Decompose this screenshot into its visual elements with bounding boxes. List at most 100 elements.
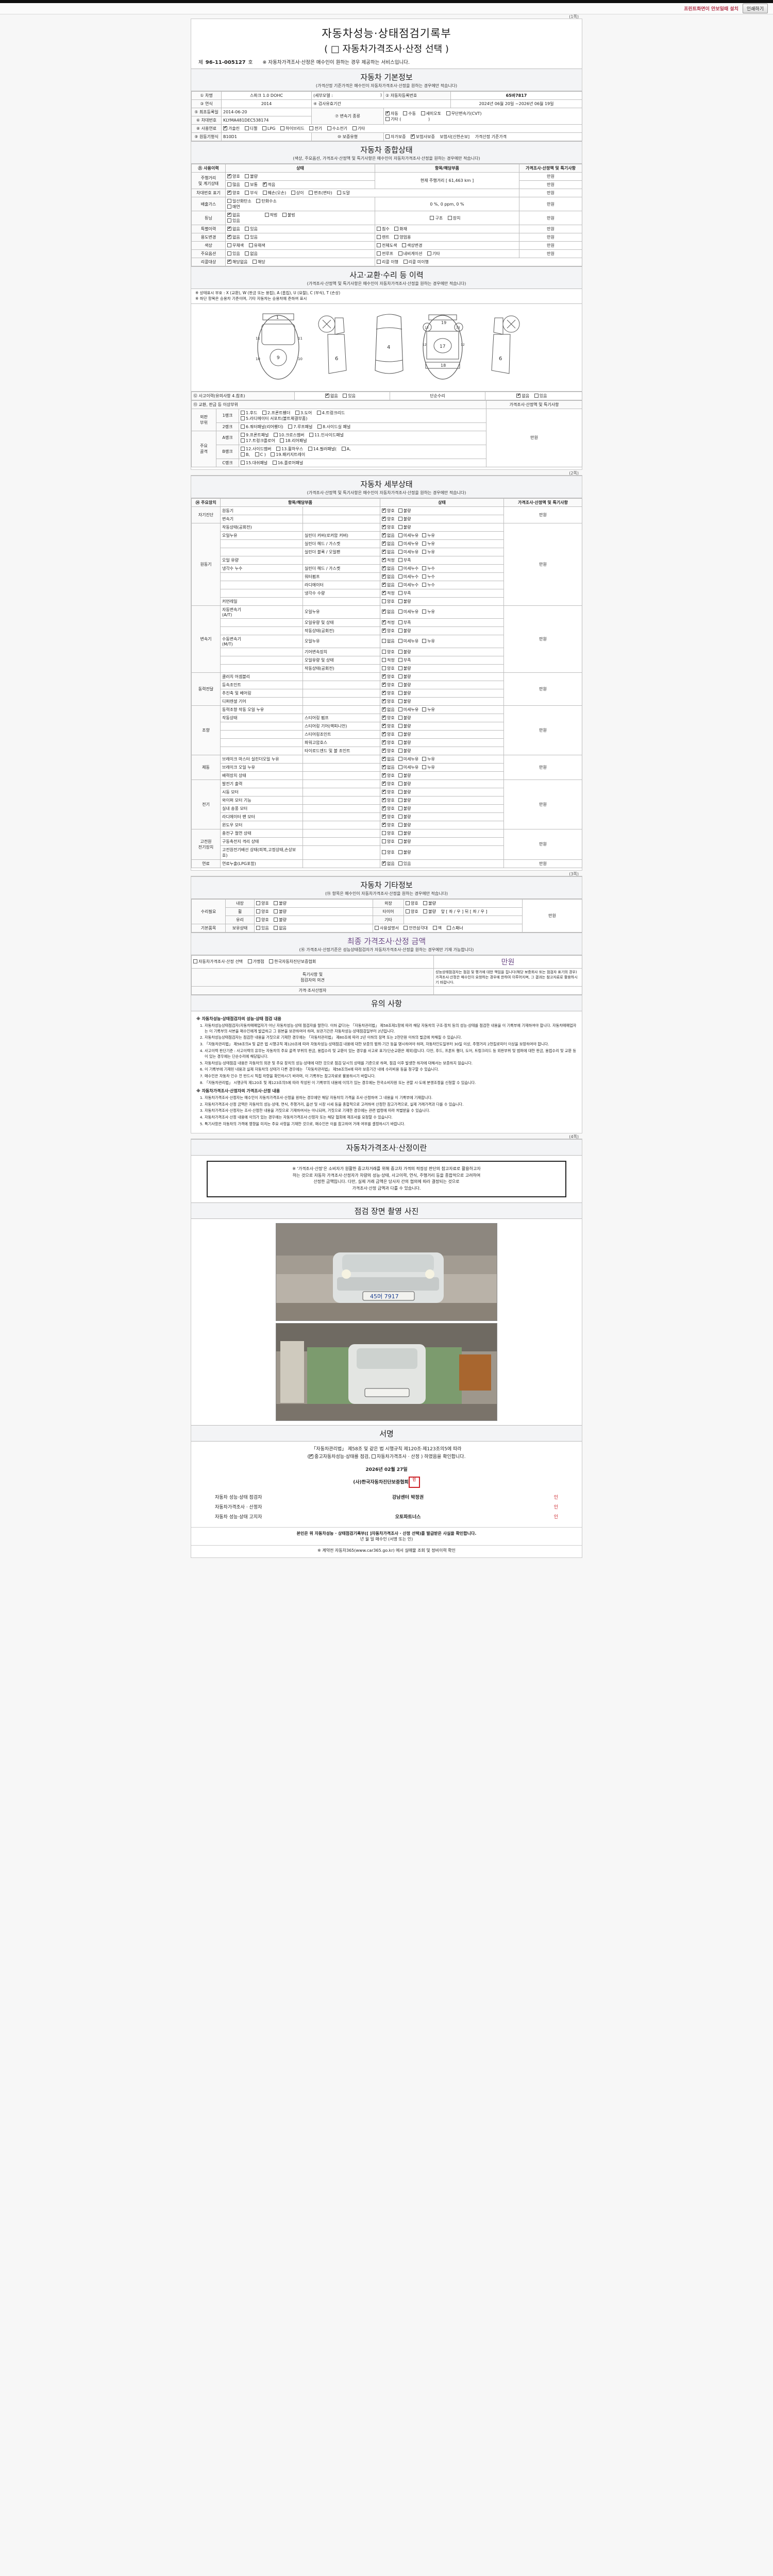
recall-notdone[interactable]: 리콜 미이행 xyxy=(403,259,429,265)
detail-state-option[interactable]: 미세누유 xyxy=(398,609,418,615)
detail-state-option[interactable]: 양호 xyxy=(382,507,395,514)
emission-hc[interactable]: 탄화수소 xyxy=(256,198,277,204)
detail-state-option[interactable]: 양호 xyxy=(382,649,395,655)
detail-state-option[interactable]: 없음 xyxy=(382,532,395,538)
mileage-few[interactable]: 적음 xyxy=(262,181,275,188)
tuning-illegal[interactable]: 불법 xyxy=(282,212,295,218)
detail-state-option[interactable]: 없음 xyxy=(382,756,395,762)
part-11[interactable]: 11.인사이드패널 xyxy=(309,432,344,438)
fuel-opt-2[interactable]: LPG xyxy=(262,126,275,131)
part-14a[interactable]: A, xyxy=(341,446,351,451)
wheel-good[interactable]: 양호 xyxy=(256,909,269,914)
sign-checkbox-performance[interactable] xyxy=(309,1453,314,1459)
part-14c[interactable]: C ) xyxy=(255,452,266,457)
detail-state-option[interactable]: 불량 xyxy=(398,850,411,855)
trans-opt-0[interactable]: 자동 xyxy=(385,110,398,116)
detail-state-option[interactable]: 양호 xyxy=(382,739,395,745)
tuning-device[interactable]: 장치 xyxy=(447,215,461,221)
mileage-many[interactable]: 많음 xyxy=(227,182,240,188)
detail-state-option[interactable]: 양호 xyxy=(382,682,395,688)
detail-state-option[interactable]: 부족 xyxy=(398,657,411,663)
detail-state-option[interactable]: 미세누유 xyxy=(398,541,418,547)
detail-state-option[interactable]: 양호 xyxy=(382,516,395,522)
simple-repair-yes[interactable]: 있음 xyxy=(534,393,547,399)
detail-state-option[interactable]: 불량 xyxy=(398,839,411,844)
part-5[interactable]: 5.라디에이터 서포트(볼트체결부품) xyxy=(241,416,307,421)
part-12[interactable]: 12.사이드멤버 xyxy=(241,446,272,452)
detail-state-option[interactable]: 불량 xyxy=(398,748,411,754)
detail-state-option[interactable]: 양호 xyxy=(382,666,395,671)
detail-state-option[interactable]: 불량 xyxy=(398,524,411,530)
part-3[interactable]: 3.도어 xyxy=(295,410,312,416)
detail-state-option[interactable]: 없음 xyxy=(382,860,395,867)
detail-state-option[interactable]: 없음 xyxy=(382,706,395,713)
detail-state-option[interactable]: 불량 xyxy=(398,806,411,811)
detail-state-option[interactable]: 미세누유 xyxy=(398,549,418,555)
fuel-opt-4[interactable]: 전기 xyxy=(309,126,322,131)
tuning-none[interactable]: 없음 xyxy=(227,212,240,218)
detail-state-option[interactable]: 불량 xyxy=(398,516,411,522)
detail-state-option[interactable]: 불량 xyxy=(398,723,411,729)
option-etc[interactable]: 기타 xyxy=(427,251,440,257)
detail-state-option[interactable]: 누유 xyxy=(422,541,435,547)
option-no[interactable]: 없음 xyxy=(245,251,258,257)
color-full-paint[interactable]: 전체도색 xyxy=(377,243,397,248)
usechange-yes[interactable]: 있음 xyxy=(245,234,258,240)
part-15[interactable]: 15.대쉬패널 xyxy=(241,460,267,466)
detail-state-option[interactable]: 양호 xyxy=(382,850,395,855)
fuel-opt-1[interactable]: 디젤 xyxy=(244,126,257,131)
detail-state-option[interactable]: 없음 xyxy=(382,565,395,571)
color-chromatic[interactable]: 유채색 xyxy=(248,243,265,248)
detail-state-option[interactable]: 적정 xyxy=(382,657,395,663)
part-19[interactable]: 19.패키지트레이 xyxy=(271,452,305,457)
accident-hist-none[interactable]: 없음 xyxy=(325,393,338,399)
detail-state-option[interactable]: 적정 xyxy=(382,619,395,625)
detail-state-option[interactable]: 양호 xyxy=(382,698,395,704)
detail-state-option[interactable]: 미세누수 xyxy=(398,566,418,571)
item-spanner[interactable]: 스패너 xyxy=(446,925,463,931)
color-achromatic[interactable]: 무채색 xyxy=(227,243,244,248)
vin-different[interactable]: 상이 xyxy=(291,190,304,196)
detail-state-option[interactable]: 미세누유 xyxy=(398,533,418,538)
detail-state-option[interactable]: 양호 xyxy=(382,831,395,836)
usechange-business[interactable]: 영업용 xyxy=(394,234,411,240)
exterior-good[interactable]: 양호 xyxy=(406,901,418,906)
price-opt-assoc[interactable]: 한국자동차진단보증협회 xyxy=(269,959,316,964)
vin-painted[interactable]: 도말 xyxy=(337,190,350,196)
usechange-none[interactable]: 없음 xyxy=(227,234,240,240)
detail-state-option[interactable]: 양호 xyxy=(382,723,395,729)
detail-state-option[interactable]: 양호 xyxy=(382,524,395,530)
vin-rust[interactable]: 부식 xyxy=(245,190,258,196)
part-7[interactable]: 7.루프패널 xyxy=(288,424,312,430)
detail-state-option[interactable]: 불량 xyxy=(398,508,411,514)
warranty-opt-0[interactable]: 자가보증 xyxy=(385,134,406,140)
part-10[interactable]: 10.크로스멤버 xyxy=(273,432,305,438)
special-none[interactable]: 없음 xyxy=(227,226,240,232)
wheel-bad[interactable]: 불량 xyxy=(274,909,287,914)
detail-state-option[interactable]: 미세누유 xyxy=(398,707,418,713)
detail-state-option[interactable]: 누유 xyxy=(422,609,435,615)
fuel-opt-6[interactable]: 기타 xyxy=(352,126,365,131)
part-18[interactable]: 18.리어패널 xyxy=(280,438,307,444)
item-manual[interactable]: 사용설명서 xyxy=(375,925,399,931)
detail-state-option[interactable]: 누유 xyxy=(422,549,435,555)
mileage-normal[interactable]: 보통 xyxy=(245,182,258,188)
detail-state-option[interactable]: 불량 xyxy=(398,789,411,795)
detail-state-option[interactable]: 양호 xyxy=(382,628,395,634)
special-fire[interactable]: 화재 xyxy=(394,226,407,232)
print-button[interactable]: 인쇄하기 xyxy=(742,4,768,13)
price-opt-select[interactable]: 자동차가격조사·산정 선택 xyxy=(193,959,243,964)
special-yes[interactable]: 있음 xyxy=(245,226,258,232)
detail-state-option[interactable]: 없음 xyxy=(382,582,395,588)
interior-good[interactable]: 양호 xyxy=(256,901,269,906)
part-1[interactable]: 1.후드 xyxy=(241,410,257,416)
detail-state-option[interactable]: 미세누유 xyxy=(398,765,418,770)
detail-state-option[interactable]: 없음 xyxy=(382,764,395,770)
trans-opt-1[interactable]: 수동 xyxy=(403,111,416,116)
detail-state-option[interactable]: 부족 xyxy=(398,590,411,596)
detail-state-option[interactable]: 양호 xyxy=(382,731,395,737)
warranty-opt-1[interactable]: 보험사보증 xyxy=(411,133,435,140)
item-triangle[interactable]: 안전삼각대 xyxy=(404,925,428,931)
part-2[interactable]: 2.프론트휀더 xyxy=(262,410,290,416)
detail-state-option[interactable]: 불량 xyxy=(398,715,411,721)
